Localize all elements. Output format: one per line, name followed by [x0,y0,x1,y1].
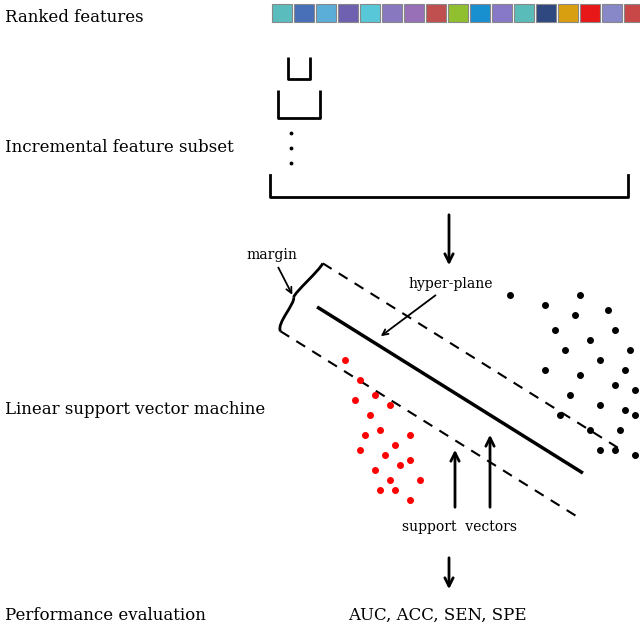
Bar [316,4,336,22]
Text: Ranked features: Ranked features [5,8,143,25]
Text: hyper-plane: hyper-plane [382,277,493,335]
Bar [536,4,556,22]
Bar [624,4,640,22]
Bar [602,4,622,22]
Bar [514,4,534,22]
Bar [382,4,402,22]
Text: AUC, ACC, SEN, SPE: AUC, ACC, SEN, SPE [348,607,527,623]
Text: support  vectors: support vectors [403,520,518,534]
Bar [470,4,490,22]
Bar [294,4,314,22]
Text: margin: margin [246,248,298,293]
Bar [492,4,512,22]
Bar [580,4,600,22]
Bar [272,4,292,22]
Bar [338,4,358,22]
Bar [448,4,468,22]
Bar [404,4,424,22]
Bar [426,4,446,22]
Text: Performance evaluation: Performance evaluation [5,607,206,623]
Bar [558,4,578,22]
Text: Incremental feature subset: Incremental feature subset [5,139,234,156]
Bar [360,4,380,22]
Text: Linear support vector machine: Linear support vector machine [5,401,265,418]
